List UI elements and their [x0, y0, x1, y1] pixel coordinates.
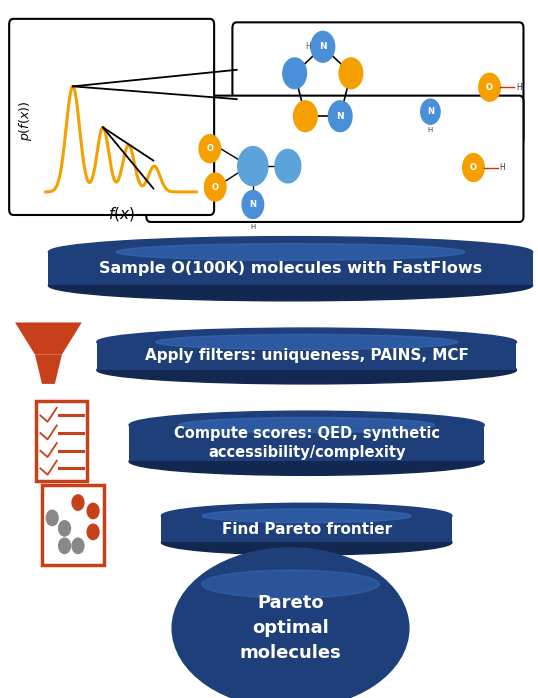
Bar [129, 425, 484, 461]
Circle shape [46, 510, 58, 526]
Ellipse shape [161, 503, 452, 528]
Circle shape [204, 173, 226, 201]
Circle shape [283, 58, 307, 89]
Circle shape [479, 73, 500, 101]
Ellipse shape [202, 570, 379, 598]
Ellipse shape [97, 356, 516, 384]
Ellipse shape [97, 328, 516, 356]
Text: $f(x)$: $f(x)$ [108, 205, 134, 223]
Bar [97, 342, 516, 370]
Circle shape [311, 31, 335, 62]
Text: $p(f(x))$: $p(f(x))$ [17, 101, 34, 140]
Text: Find Pareto frontier: Find Pareto frontier [222, 521, 392, 537]
Circle shape [199, 135, 221, 163]
Ellipse shape [179, 417, 435, 433]
Text: H: H [516, 83, 522, 91]
Text: N: N [249, 200, 257, 209]
Text: Sample O(100K) molecules with FastFlows: Sample O(100K) molecules with FastFlows [99, 261, 482, 276]
Bar [48, 252, 533, 285]
FancyBboxPatch shape [37, 401, 87, 482]
Text: H: H [250, 224, 256, 230]
Text: N: N [427, 107, 434, 116]
Polygon shape [35, 355, 62, 384]
Ellipse shape [48, 237, 533, 267]
Ellipse shape [172, 548, 409, 698]
Circle shape [238, 147, 268, 186]
Circle shape [72, 495, 84, 510]
Text: Compute scores: QED, synthetic
accessibility/complexity: Compute scores: QED, synthetic accessibi… [174, 426, 440, 460]
FancyBboxPatch shape [232, 22, 523, 145]
Ellipse shape [202, 509, 411, 523]
Ellipse shape [129, 447, 484, 475]
Text: N: N [319, 43, 327, 51]
FancyBboxPatch shape [42, 484, 103, 565]
Ellipse shape [116, 244, 465, 260]
Text: O: O [206, 144, 214, 153]
Polygon shape [15, 322, 82, 355]
Ellipse shape [129, 411, 484, 439]
FancyBboxPatch shape [146, 96, 523, 222]
Circle shape [463, 154, 484, 181]
Text: O: O [486, 83, 493, 91]
Bar [161, 516, 452, 542]
Circle shape [59, 538, 70, 554]
Text: O: O [211, 183, 219, 191]
Text: Apply filters: uniqueness, PAINS, MCF: Apply filters: uniqueness, PAINS, MCF [145, 348, 469, 364]
Circle shape [339, 58, 363, 89]
Circle shape [294, 101, 317, 131]
Text: H: H [428, 127, 433, 133]
Circle shape [72, 538, 84, 554]
Circle shape [275, 149, 301, 183]
Ellipse shape [155, 334, 458, 350]
Text: O: O [470, 163, 477, 172]
Circle shape [87, 503, 99, 519]
Circle shape [328, 101, 352, 131]
Circle shape [421, 99, 440, 124]
Circle shape [59, 521, 70, 536]
Circle shape [242, 191, 264, 218]
Ellipse shape [48, 270, 533, 301]
FancyBboxPatch shape [9, 19, 214, 215]
Text: N: N [336, 112, 344, 121]
Text: H: H [305, 43, 310, 51]
Text: H: H [499, 163, 505, 172]
Circle shape [87, 524, 99, 540]
Ellipse shape [161, 530, 452, 555]
Text: Pareto
optimal
molecules: Pareto optimal molecules [239, 594, 342, 662]
